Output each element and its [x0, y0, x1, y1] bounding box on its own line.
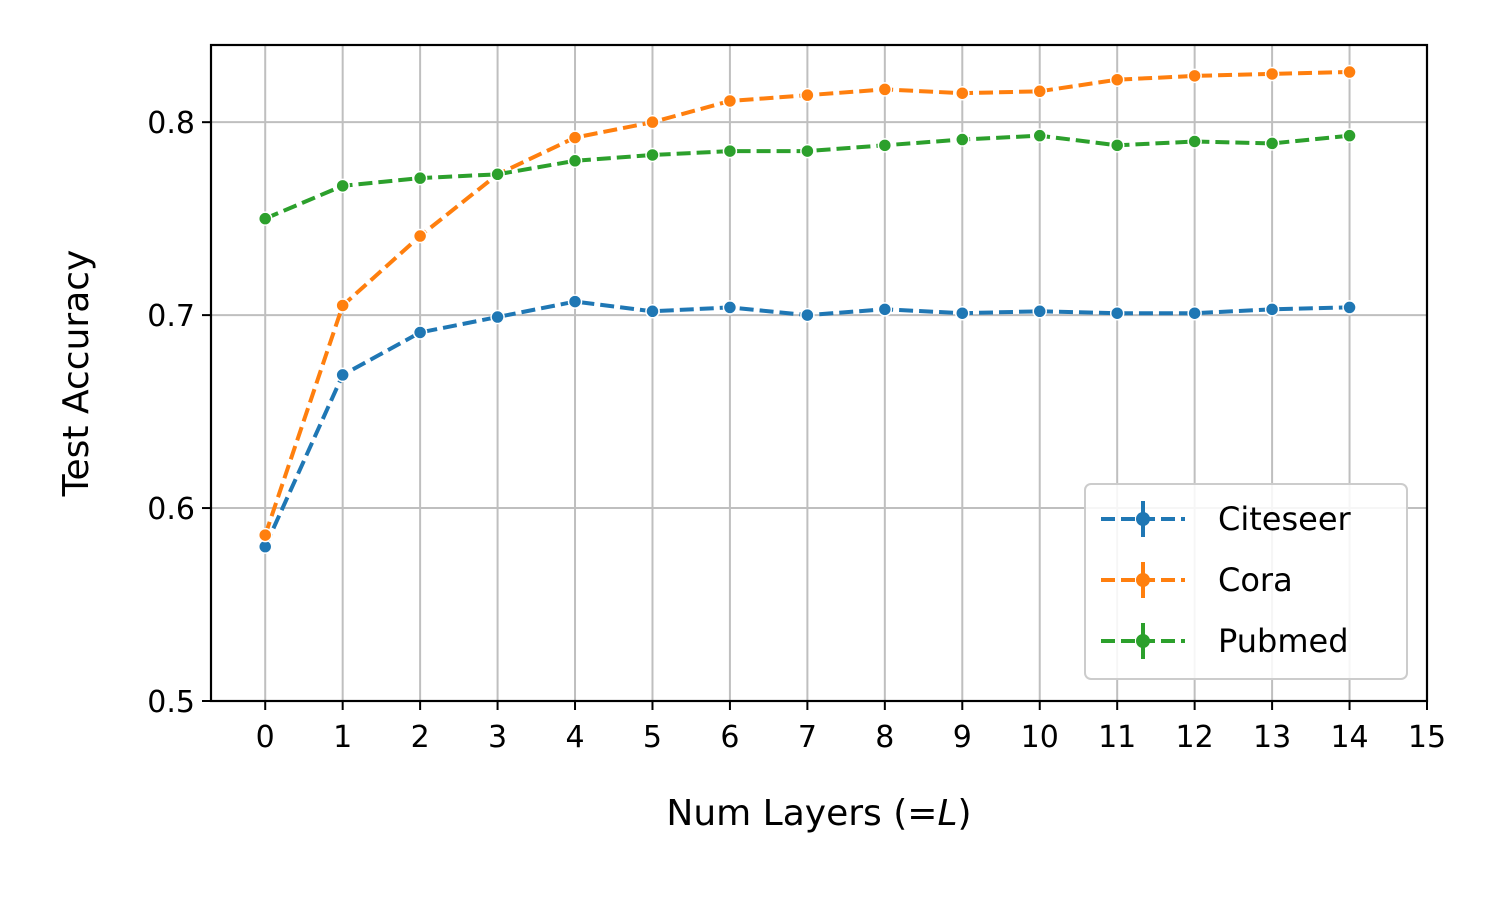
x-tick-label: 10	[1021, 720, 1059, 755]
x-tick-label: 13	[1253, 720, 1291, 755]
data-point-citeseer	[1032, 304, 1047, 319]
data-point-pubmed	[645, 147, 660, 163]
x-tick-label: 8	[875, 720, 894, 755]
data-point-cora	[567, 130, 583, 145]
x-tick-label: 3	[488, 720, 507, 755]
data-point-cora	[877, 82, 893, 97]
legend-label-cora: Cora	[1218, 561, 1293, 599]
y-tick-label: 0.8	[147, 106, 195, 141]
data-point-pubmed	[955, 132, 970, 147]
data-point-pubmed	[1187, 134, 1202, 149]
x-tick-label: 4	[565, 720, 584, 755]
data-point-pubmed	[335, 178, 350, 194]
y-tick-label: 0.7	[147, 299, 195, 334]
data-point-pubmed	[490, 167, 505, 182]
data-point-pubmed	[877, 138, 893, 153]
data-point-cora	[1109, 72, 1125, 87]
series-lines	[257, 64, 1357, 554]
legend-entry-citeseer: Citeseer	[1101, 500, 1352, 538]
x-tick-label: 9	[953, 720, 972, 755]
data-point-cora	[257, 527, 273, 543]
data-point-pubmed	[257, 211, 273, 226]
data-point-cora	[955, 85, 970, 101]
data-point-citeseer	[1187, 305, 1202, 321]
legend-marker-pubmed	[1136, 634, 1150, 648]
data-point-cora	[335, 298, 350, 313]
legend-label-pubmed: Pubmed	[1218, 622, 1349, 660]
data-point-pubmed	[1264, 136, 1280, 151]
data-point-citeseer	[567, 294, 583, 309]
x-tick-label: 14	[1330, 720, 1368, 755]
data-point-pubmed	[567, 153, 583, 169]
data-point-cora	[1032, 84, 1047, 99]
data-point-cora	[1187, 68, 1202, 84]
data-point-citeseer	[1342, 300, 1357, 315]
data-point-citeseer	[490, 309, 505, 325]
series-citeseer	[257, 294, 1357, 554]
plot-frame	[209, 43, 1429, 703]
data-point-citeseer	[955, 305, 970, 321]
x-tick-label: 6	[720, 720, 739, 755]
legend-entry-cora: Cora	[1101, 561, 1293, 599]
legend: Citeseer Cora Pubmed	[1084, 483, 1408, 680]
series-pubmed	[257, 128, 1357, 226]
data-point-cora	[645, 114, 660, 130]
data-point-citeseer	[412, 325, 428, 340]
y-tick-label: 0.6	[147, 492, 195, 527]
y-axis-title: Test Accuracy	[56, 250, 97, 498]
legend-entry-pubmed: Pubmed	[1101, 622, 1349, 660]
data-point-cora	[1342, 64, 1357, 80]
legend-box	[1084, 483, 1408, 680]
data-point-pubmed	[412, 170, 428, 186]
data-point-cora	[412, 228, 428, 244]
data-point-pubmed	[800, 143, 815, 159]
data-point-citeseer	[722, 300, 738, 315]
data-point-cora	[722, 93, 738, 109]
x-axis-title: Num Layers (=L)	[666, 793, 971, 834]
y-tick-label: 0.5	[147, 685, 195, 720]
x-tick-label: 7	[798, 720, 817, 755]
x-tick-label: 11	[1098, 720, 1136, 755]
legend-label-citeseer: Citeseer	[1218, 500, 1352, 538]
data-point-citeseer	[877, 302, 893, 317]
x-tick-label: 12	[1176, 720, 1214, 755]
legend-marker-citeseer	[1136, 512, 1150, 526]
data-point-pubmed	[722, 143, 738, 159]
x-tick-label: 0	[256, 720, 275, 755]
x-tick-label: 2	[411, 720, 430, 755]
legend-marker-cora	[1136, 573, 1150, 587]
x-tick-label: 15	[1408, 720, 1446, 755]
axis-ticks: 0 1 2 3 4 5 6 7 8 9 10 11 12 13 14 150.50.60.70.8	[147, 106, 1446, 755]
data-point-citeseer	[645, 304, 660, 319]
data-point-pubmed	[1342, 128, 1357, 143]
x-tick-label: 1	[333, 720, 352, 755]
data-point-citeseer	[335, 367, 350, 383]
x-tick-label: 5	[643, 720, 662, 755]
data-point-citeseer	[800, 307, 815, 323]
data-point-cora	[1264, 66, 1280, 82]
data-point-pubmed	[1032, 128, 1047, 143]
data-point-citeseer	[1109, 305, 1125, 321]
data-point-pubmed	[1109, 138, 1125, 153]
data-point-cora	[800, 87, 815, 103]
data-point-citeseer	[1264, 302, 1280, 317]
